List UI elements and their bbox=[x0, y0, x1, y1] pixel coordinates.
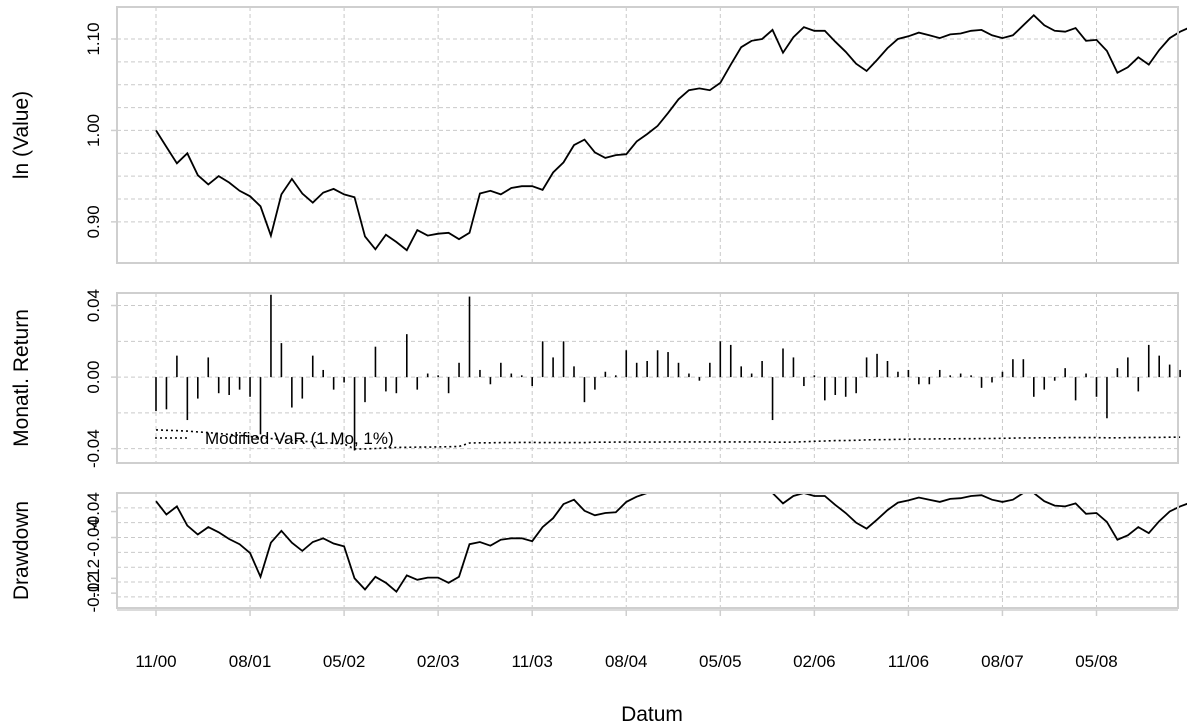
value-panel: 0.90 1.00 1.10 ln (Value) bbox=[10, 6, 1187, 264]
value-ylabel: ln (Value) bbox=[10, 91, 33, 179]
return-ylabel: Monatl. Return bbox=[10, 309, 33, 447]
drawdown-ytick-label: -0.12 bbox=[84, 559, 103, 598]
x-tick-label: 02/03 bbox=[417, 652, 460, 671]
value-ytick-label: 1.10 bbox=[84, 22, 103, 55]
legend-label: Modified VaR (1 Mo, 1%) bbox=[205, 429, 394, 448]
value-line bbox=[155, 13, 1187, 252]
drawdown-ytick-label: -0.04 bbox=[84, 518, 103, 557]
x-axis: 11/00 08/01 05/02 02/03 11/03 08/04 05/05 02/06… bbox=[117, 609, 1178, 726]
value-ytick-label: 1.00 bbox=[84, 114, 103, 147]
return-ytick-label: -0.04 bbox=[84, 429, 103, 468]
x-tick-label: 08/01 bbox=[229, 652, 272, 671]
x-tick-label: 11/03 bbox=[512, 652, 553, 671]
value-ytick-label: 0.90 bbox=[84, 205, 103, 238]
return-frame bbox=[116, 292, 1179, 464]
x-axis-label: Datum bbox=[621, 703, 683, 726]
return-panel: -0.04 0.00 0.04 Monatl. Return Modified VaR … bbox=[10, 289, 1181, 468]
drawdown-ytick-label: -0.04 bbox=[84, 492, 103, 531]
x-tick-label: 05/05 bbox=[699, 652, 742, 671]
return-ytick-label: 0.04 bbox=[84, 289, 103, 322]
drawdown-frame bbox=[116, 492, 1179, 609]
x-tick-label: 08/04 bbox=[605, 652, 648, 671]
x-tick-label: 11/06 bbox=[888, 652, 929, 671]
x-tick-label: 05/08 bbox=[1075, 652, 1118, 671]
value-frame bbox=[116, 6, 1179, 264]
x-tick-label: 11/00 bbox=[135, 652, 176, 671]
drawdown-ylabel: Drawdown bbox=[10, 501, 33, 600]
x-tick-label: 02/06 bbox=[793, 652, 836, 671]
var-line bbox=[155, 429, 1181, 450]
x-tick-label: 05/02 bbox=[323, 652, 366, 671]
drawdown-ytick-label: -0.12 bbox=[84, 574, 103, 613]
x-tick-label: 08/07 bbox=[981, 652, 1024, 671]
return-ytick-label: 0.00 bbox=[84, 361, 103, 394]
drawdown-panel: -0.04-0.04 -0.12-0.12 Drawdown bbox=[10, 492, 1187, 613]
